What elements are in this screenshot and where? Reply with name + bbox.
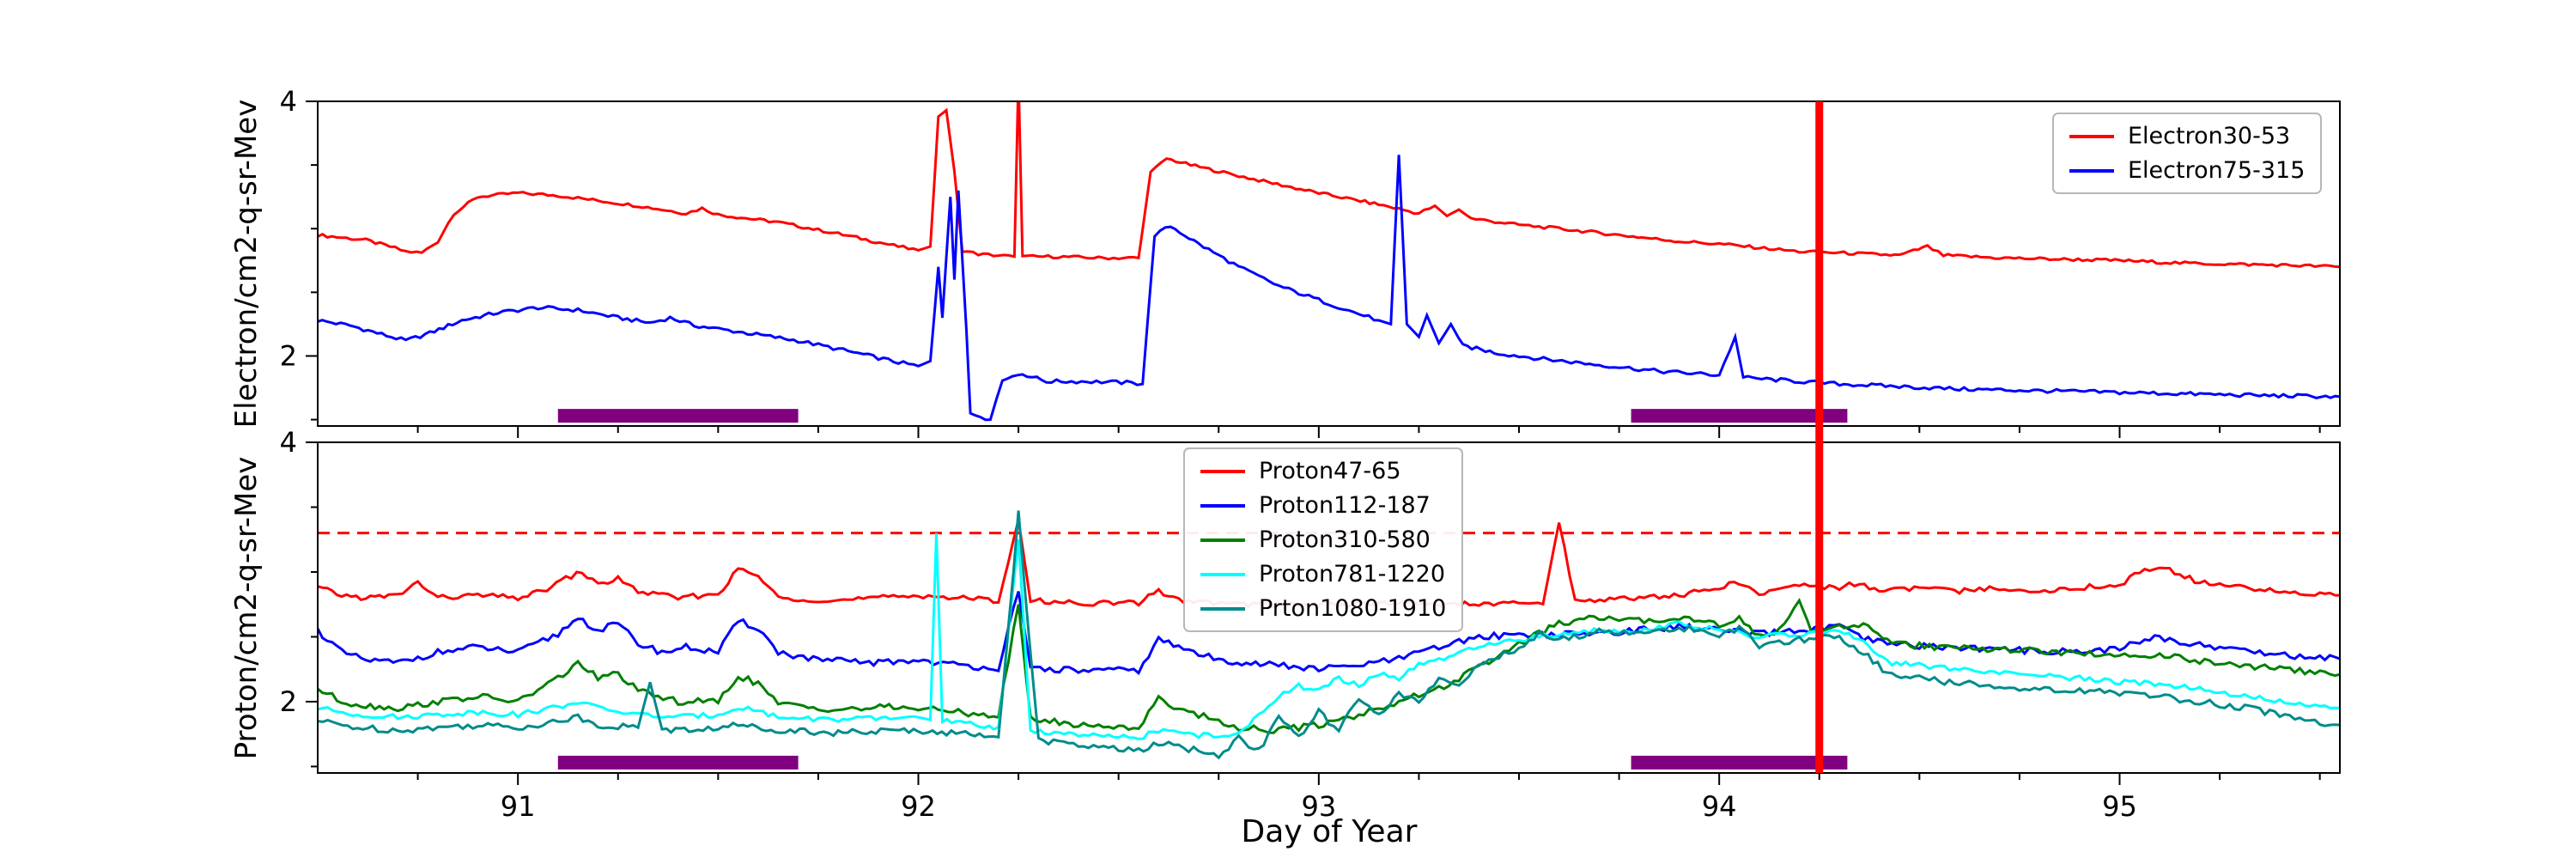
legend-line-swatch [2069, 134, 2114, 138]
legend-entry: Proton310-580 [1200, 526, 1446, 553]
panel-0-ticks [306, 100, 2321, 438]
legend-label: Proton112-187 [1259, 492, 1431, 519]
legend-label: Proton47-65 [1259, 458, 1401, 484]
y-tick-label: 2 [280, 339, 297, 372]
legend-entry: Electron30-53 [2069, 123, 2305, 149]
x-tick-label: 95 [2102, 790, 2137, 823]
interval-span [1631, 755, 1848, 770]
axes-frame [317, 441, 2341, 774]
legend-line-swatch [1200, 606, 1245, 611]
interval-span [557, 755, 799, 770]
interval-span [557, 409, 799, 423]
series-line-Prton1080-1910 [318, 510, 2340, 760]
legend-line-swatch [2069, 168, 2114, 173]
legend-panel-1: Proton47-65 Proton112-187 Proton310-580 Pro… [1183, 447, 1464, 632]
x-tick-label: 94 [1702, 790, 1737, 823]
x-tick-label: 92 [901, 790, 936, 823]
legend-label: Prton1080-1910 [1259, 595, 1447, 622]
xlabel-day-of-year: Day of Year [1241, 814, 1418, 849]
legend-label: Proton781-1220 [1259, 561, 1446, 587]
panel-1-ticks [306, 441, 2321, 785]
x-tick-label: 93 [1301, 790, 1336, 823]
series-line-Electron30-53 [318, 101, 2340, 269]
panel-0-plot-area [318, 101, 2340, 423]
legend-entry: Electron75-315 [2069, 157, 2305, 184]
y-tick-label: 4 [280, 85, 297, 118]
legend-label: Proton310-580 [1259, 526, 1431, 553]
interval-span [1631, 409, 1848, 423]
legend-line-swatch [1200, 572, 1245, 576]
legend-label: Electron30-53 [2128, 123, 2291, 149]
ylabel-electron: Electron/cm2-q-sr-Mev [229, 99, 264, 429]
legend-label: Electron75-315 [2128, 157, 2306, 184]
axes-frame [317, 100, 2341, 427]
legend-entry: Prton1080-1910 [1200, 595, 1446, 622]
ylabel-proton: Proton/cm2-q-sr-Mev [229, 456, 264, 760]
legend-line-swatch [1200, 469, 1245, 473]
legend-line-swatch [1200, 538, 1245, 542]
panel-0-tick-labels: 24 [280, 85, 297, 372]
legend-entry: Proton112-187 [1200, 492, 1446, 519]
series-line-Proton310-580 [318, 598, 2340, 734]
y-tick-label: 2 [280, 685, 297, 718]
x-tick-label: 91 [501, 790, 536, 823]
legend-panel-0: Electron30-53 Electron75-315 [2052, 113, 2323, 194]
legend-line-swatch [1200, 503, 1245, 508]
legend-entry: Proton47-65 [1200, 458, 1446, 484]
legend-entry: Proton781-1220 [1200, 561, 1446, 587]
panel-1-tick-labels: 91 92 93 94 95 2 4 [280, 426, 2137, 823]
series-line-Electron75-315 [318, 155, 2340, 422]
y-tick-label: 4 [280, 426, 297, 459]
